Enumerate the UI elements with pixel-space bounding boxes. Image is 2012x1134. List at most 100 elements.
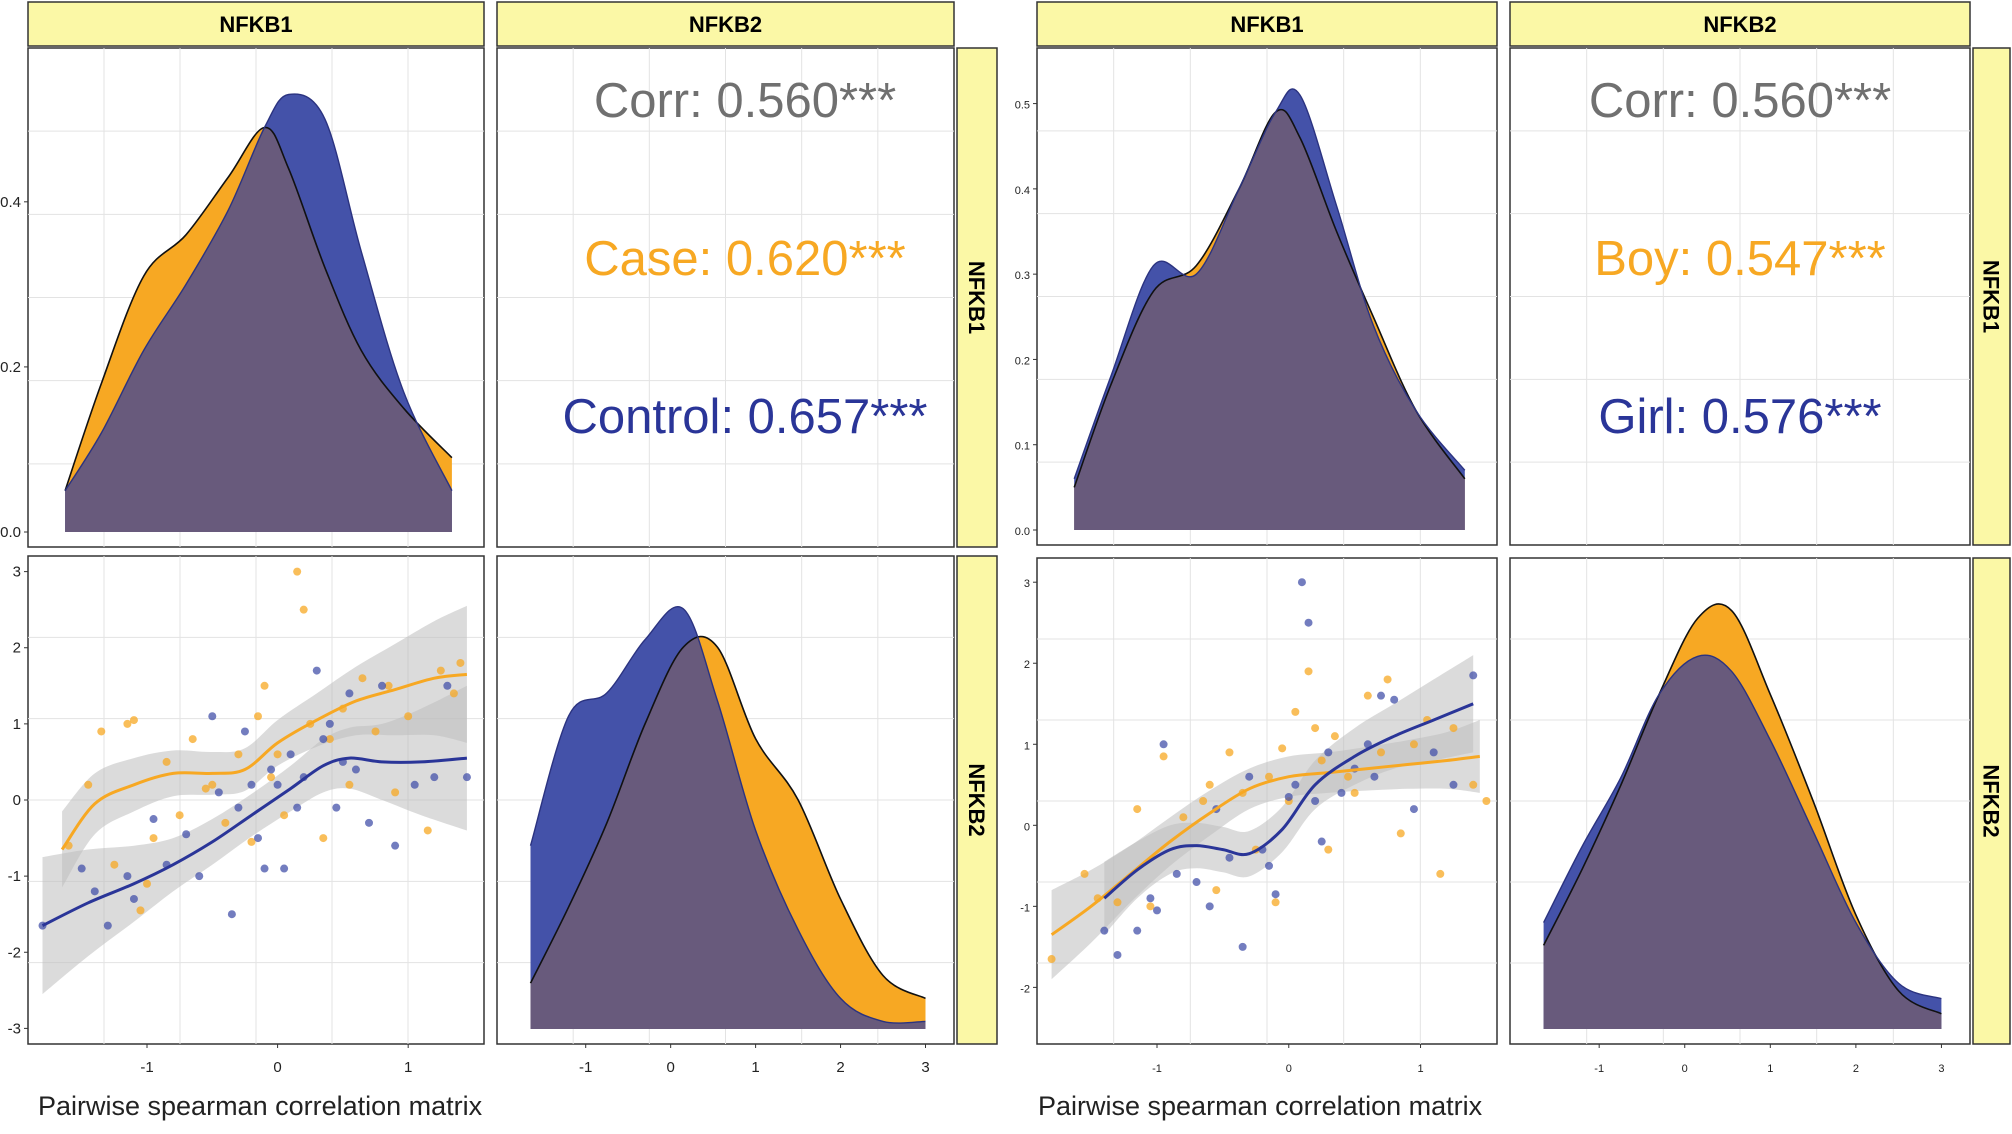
density-outline-case (529, 635, 926, 1000)
scatter-point-control (286, 750, 295, 759)
scatter-point-boy (1409, 740, 1418, 749)
scatter-point-case (293, 567, 302, 576)
scatter-point-case (325, 735, 334, 744)
scatter-point-case (384, 681, 393, 690)
scatter-point-case (234, 750, 243, 759)
y-tick-label: -2 (8, 944, 21, 961)
scatter-point-girl (1100, 926, 1109, 935)
scatter-point-control (351, 765, 360, 774)
row-strip-nfkb2 (1972, 557, 2011, 1045)
panel-density-nfkb2 (1509, 557, 1971, 1045)
density-outline-control (529, 606, 926, 1024)
smooth-line-girl (1103, 702, 1474, 900)
scatter-point-girl (1265, 861, 1273, 870)
scatter-point-control (410, 780, 419, 789)
scatter-point-case (162, 757, 171, 766)
scatter-point-girl (1291, 780, 1300, 789)
scatter-point-girl (1153, 906, 1161, 915)
column-strip-nfkb1 (1036, 1, 1498, 47)
scatter-point-case (149, 834, 158, 843)
y-tick-label: -1 (8, 868, 21, 885)
scatter-point-control (129, 894, 138, 903)
scatter-point-case (267, 773, 276, 782)
scatter-point-control (260, 864, 269, 873)
correlation-a: Boy: 0.547*** (1594, 232, 1886, 286)
x-tick-label: 0 (1682, 1063, 1688, 1075)
x-tick-label: 3 (1938, 1063, 1944, 1075)
scatter-point-control (227, 910, 236, 919)
scatter-point-girl (1390, 695, 1399, 704)
density-area-overlap (1543, 655, 1942, 1029)
x-tick-label: 2 (1853, 1063, 1859, 1075)
x-tick-label: 2 (836, 1059, 844, 1076)
row-strip-label: NFKB2 (964, 763, 989, 836)
scatter-point-control (267, 765, 276, 774)
scatter-point-girl (1238, 942, 1247, 951)
scatter-point-case (97, 727, 106, 736)
figure-caption: Pairwise spearman correlation matrix (1038, 1091, 1483, 1121)
scatter-point-boy (1159, 752, 1168, 761)
x-tick-label: 0 (666, 1059, 674, 1076)
figure-caption: Pairwise spearman correlation matrix (38, 1091, 483, 1121)
scatter-point-control (280, 864, 289, 873)
scatter-point-case (188, 735, 197, 744)
scatter-point-control (391, 841, 400, 850)
scatter-point-boy (1350, 788, 1359, 797)
panel-density-nfkb2 (496, 555, 955, 1045)
scatter-point-boy (1311, 724, 1320, 733)
scatter-point-boy (1324, 845, 1333, 854)
scatter-point-case (456, 658, 465, 667)
scatter-point-control (240, 727, 249, 736)
row-strip-label: NFKB1 (1979, 260, 2004, 333)
scatter-point-boy (1146, 902, 1155, 911)
scatter-point-case (404, 712, 413, 721)
scatter-point-case (175, 811, 184, 820)
row-strip-label: NFKB1 (964, 261, 989, 334)
scatter-point-boy (1205, 780, 1214, 789)
x-tick-label: -1 (579, 1059, 592, 1076)
scatter-point-case (110, 860, 119, 869)
column-strip-label: NFKB2 (1703, 12, 1776, 37)
pairs-figure-2: NFKB1 NFKB2 NFKB1 NFKB2 0.0 0.1 0.2 0.3 0.4 0.5 Co… (1015, 1, 2011, 1121)
scatter-point-case (319, 834, 328, 843)
scatter-point-control (325, 719, 334, 728)
column-strip-label: NFKB1 (219, 12, 292, 37)
y-tick-label: 0.2 (0, 359, 21, 376)
scatter-point-boy (1225, 748, 1234, 757)
scatter-point-control (273, 780, 282, 789)
scatter-point-girl (1133, 926, 1142, 935)
scatter-point-boy (1291, 707, 1300, 716)
scatter-point-girl (1363, 740, 1372, 749)
scatter-point-girl (1304, 618, 1313, 627)
scatter-point-control (123, 872, 132, 881)
scatter-point-control (103, 921, 112, 930)
scatter-point-control (319, 735, 328, 744)
scatter-point-girl (1192, 878, 1201, 887)
scatter-point-girl (1297, 578, 1306, 587)
smooth-line-control (41, 756, 468, 927)
scatter-point-boy (1396, 829, 1405, 838)
column-strip-nfkb2 (1509, 1, 1971, 47)
scatter-point-boy (1377, 748, 1385, 757)
scatter-point-boy (1113, 898, 1122, 907)
x-tick-label: 0 (1286, 1063, 1292, 1075)
density-outline-girl (1542, 654, 1942, 1000)
scatter-point-case (221, 818, 230, 827)
correlation-b: Control: 0.657*** (562, 390, 927, 444)
column-strip-nfkb2 (496, 1, 955, 47)
scatter-point-girl (1113, 950, 1122, 959)
scatter-point-control (365, 818, 373, 827)
scatter-point-boy (1317, 756, 1326, 765)
scatter-point-boy (1363, 691, 1372, 700)
scatter-point-case (391, 788, 400, 797)
scatter-point-control (90, 887, 99, 896)
density-outline-boy (1542, 603, 1942, 1015)
scatter-point-control (293, 803, 302, 812)
scatter-point-boy (1482, 797, 1491, 805)
scatter-point-control (332, 803, 341, 812)
scatter-point-control (430, 773, 439, 782)
scatter-point-control (378, 681, 387, 690)
scatter-point-control (195, 872, 204, 881)
scatter-point-case (299, 605, 308, 614)
